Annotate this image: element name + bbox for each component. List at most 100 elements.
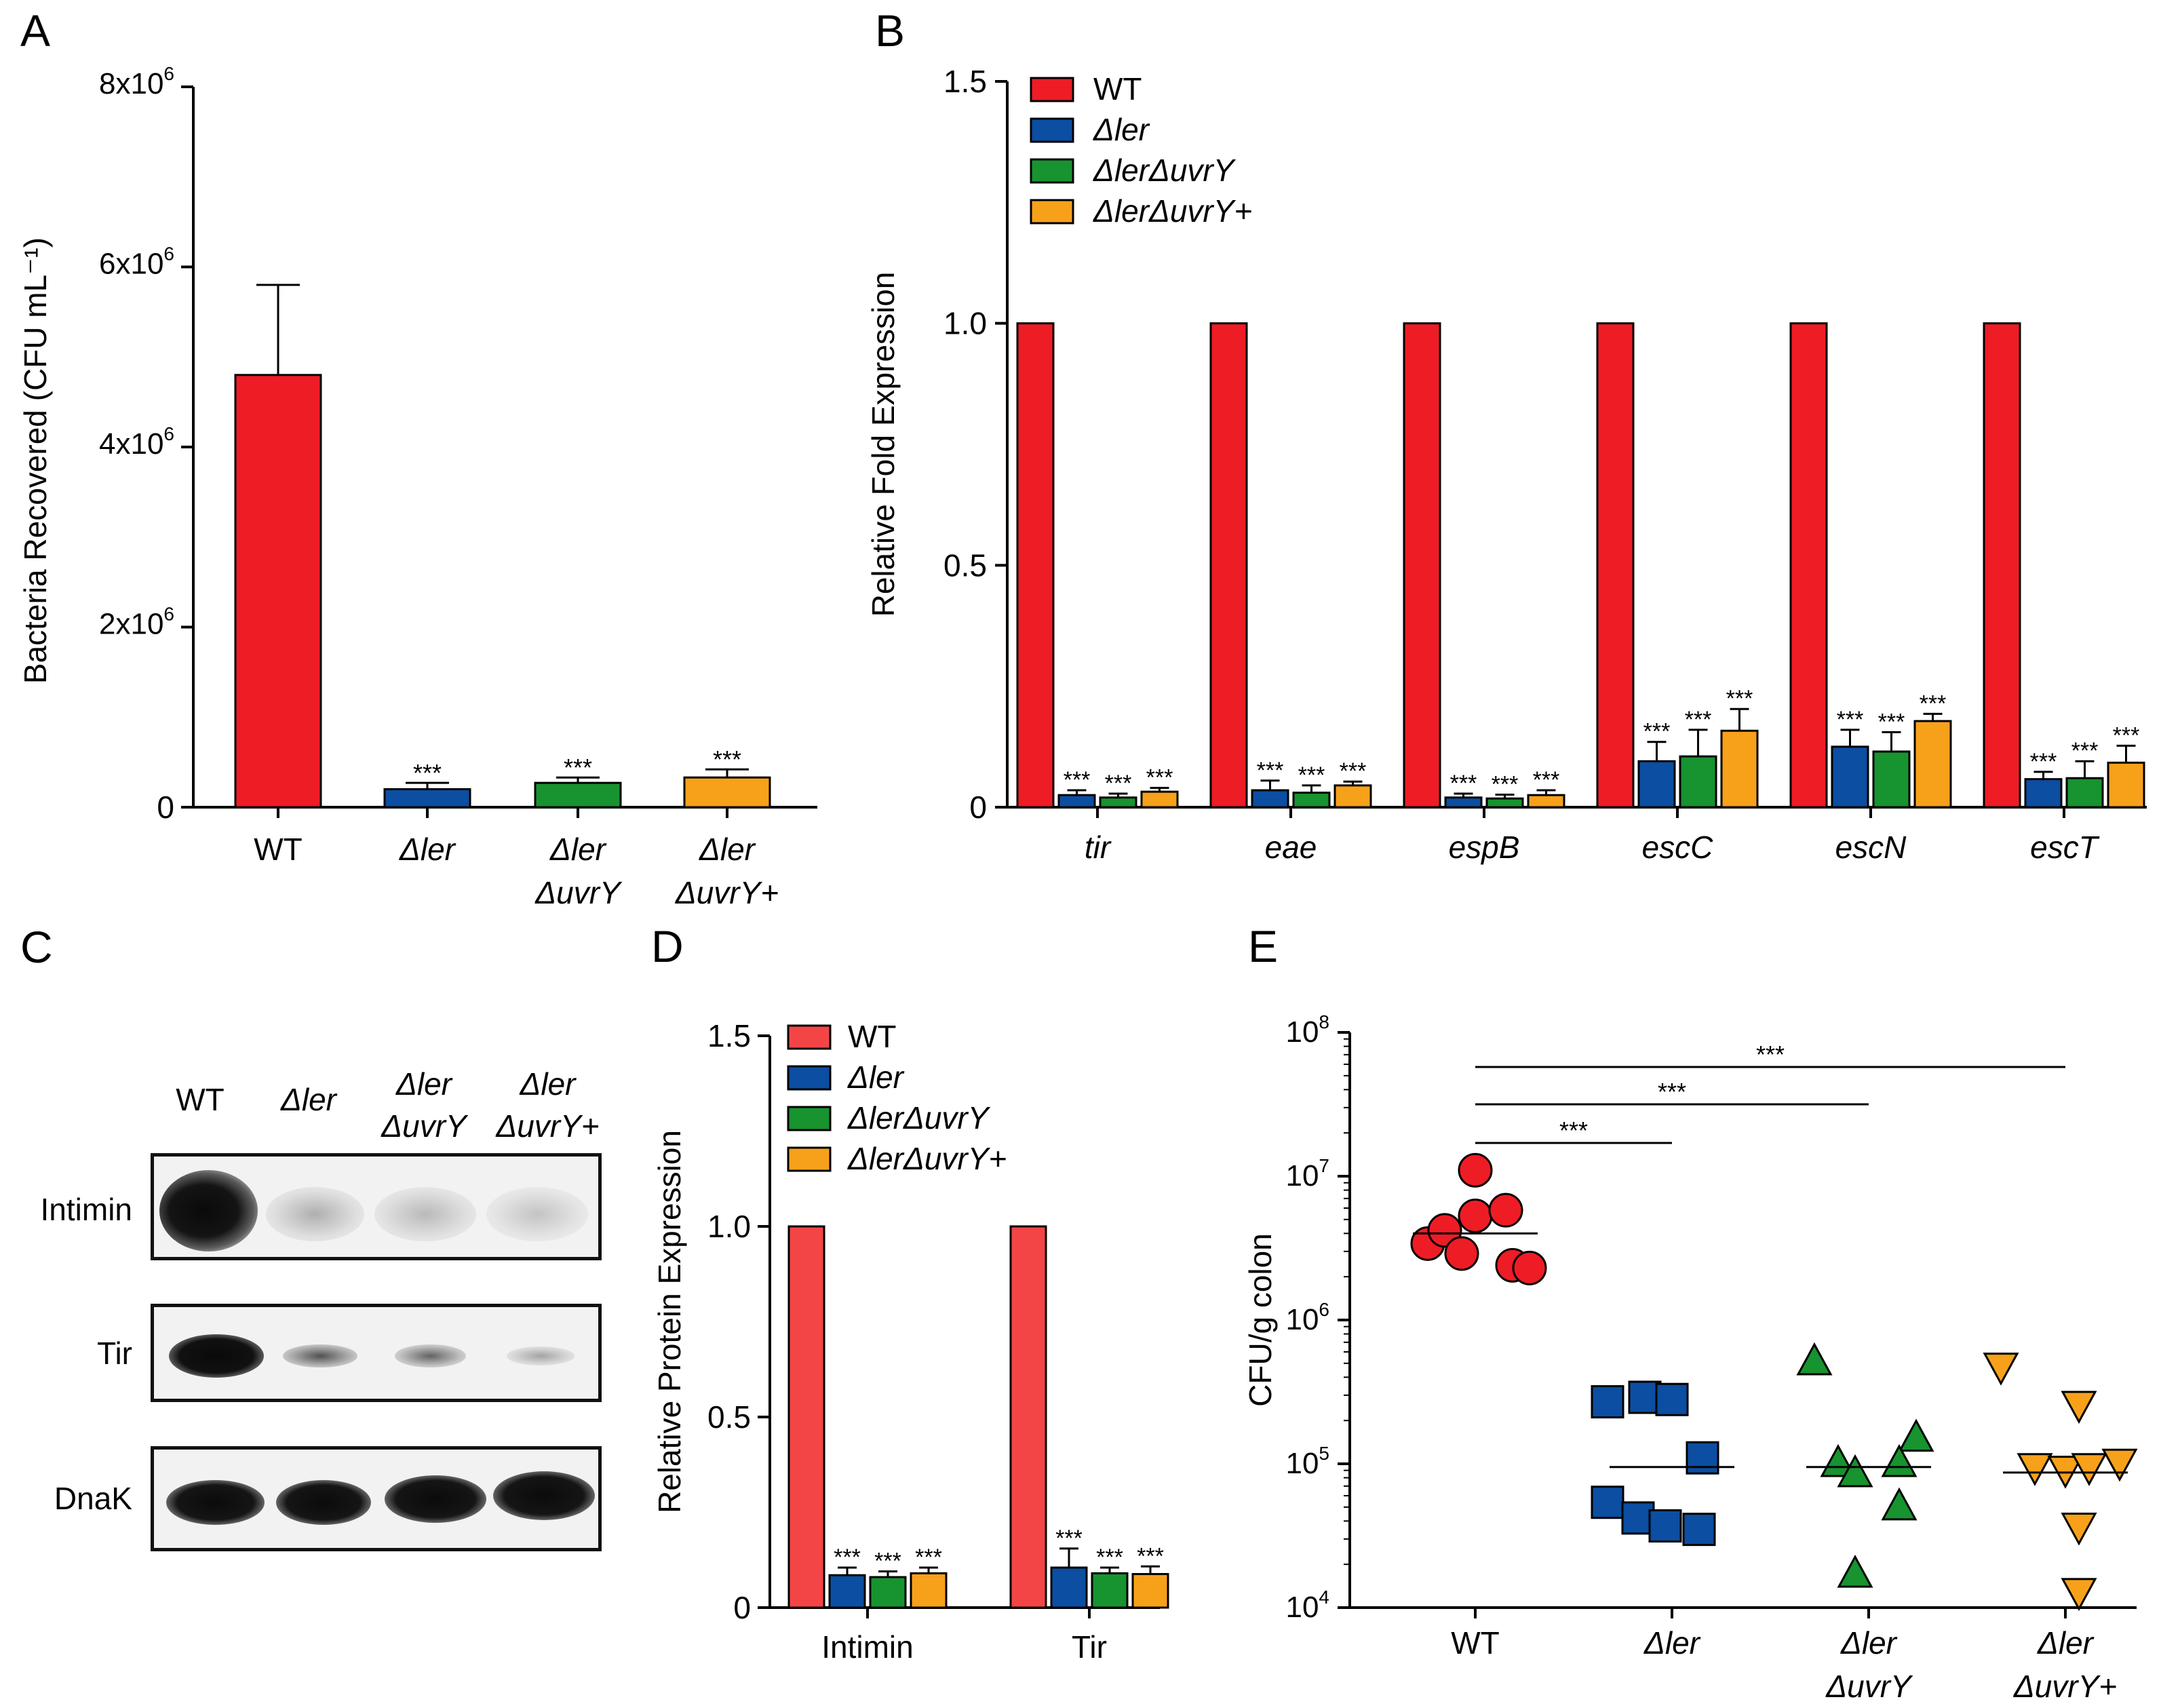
panel-e-point-3-4 [2071, 1453, 2107, 1486]
panel-b-bar-escT-1 [2024, 778, 2063, 809]
panel-b-sig-tir-3: *** [1146, 764, 1173, 790]
panel-b-sig-espB-3: *** [1533, 767, 1560, 793]
panel-e-ytick-label-base-3: 10 [1285, 1159, 1319, 1192]
panel-e-point-1-3 [1686, 1441, 1719, 1475]
panel-d-sig-Intimin-1: *** [834, 1545, 861, 1570]
panel-a-ytick-label-4: 8x106 [99, 63, 174, 100]
panel-d-bar-Tir-0 [1009, 1225, 1047, 1609]
panel-e-ytick-label-2: 106 [1285, 1299, 1329, 1336]
panel-e-xtick-label-3-line1: Δler [2037, 1625, 2095, 1661]
panel-b-sig-escC-2: *** [1685, 707, 1712, 733]
panel-d-ylabel: Relative Protein Expression [652, 1130, 687, 1513]
panel-b-xtick-label-0: tir [1085, 830, 1112, 865]
panel-b-legend-label-1: Δler [1093, 112, 1150, 147]
panel-b-bar-eae-0 [1209, 322, 1248, 809]
band-tir-ler-uvry [395, 1344, 466, 1367]
panel-e-comparison-label-2: *** [1756, 1041, 1785, 1068]
lane-label-wt-text: WT [176, 1082, 225, 1117]
panel-b-legend-swatch-2 [1030, 158, 1074, 184]
panel-b-bar-eae-3 [1334, 784, 1372, 809]
panel-a-ytick-label-2: 4x106 [99, 423, 174, 461]
panel-b-bar-escC-2 [1679, 755, 1717, 809]
panel-e-xtick-label-3-line2: ΔuvrY+ [2013, 1669, 2117, 1704]
panel-e-ytick-label-1: 105 [1285, 1443, 1329, 1480]
panel-a-ytick-label-0: 0 [157, 790, 174, 825]
panel-e-ytick-label-exp-0: 4 [1319, 1587, 1329, 1608]
panel-b-bar-espB-2 [1485, 797, 1524, 809]
panel-e-point-0-7 [1512, 1250, 1547, 1285]
lane-label-ler: Δler [241, 1079, 376, 1121]
panel-b-sig-escN-2: *** [1878, 709, 1905, 735]
panel-e-xtick-label-0-line1: WT [1451, 1625, 1500, 1661]
blot-label-dnak: DnaK [54, 1481, 132, 1516]
lane-label-ler-text: Δler [281, 1082, 336, 1117]
panel-b-bar-eae-2 [1292, 792, 1331, 809]
panel-b-xtick-label-3: escC [1642, 830, 1714, 865]
panel-d-xtick-label-0: Intimin [821, 1629, 913, 1665]
band-intimin-ler-uvry-plus [486, 1187, 588, 1241]
panel-e-point-2-1 [1898, 1418, 1934, 1452]
panel-a-sig-3: *** [713, 745, 741, 773]
panel-d-bar-Intimin-2 [869, 1576, 907, 1609]
panel-d-bar-Tir-3 [1131, 1573, 1169, 1609]
panel-e-point-3-7 [2061, 1578, 2097, 1611]
panel-a-ytick-label-3: 6x106 [99, 244, 174, 281]
panel-e-point-0-5 [1488, 1192, 1523, 1228]
panel-b-sig-eae-3: *** [1340, 758, 1367, 784]
band-dnak-ler [276, 1480, 371, 1525]
panel-a-ytick-label-1: 2x106 [99, 604, 174, 641]
panel-b-ytick-label-1: 0.5 [943, 547, 987, 583]
panel-b-sig-escN-1: *** [1837, 707, 1864, 733]
panel-b-xtick-label-5: escT [2030, 830, 2100, 865]
panel-e-point-1-6 [1648, 1509, 1682, 1543]
panel-e-point-0-4 [1444, 1236, 1479, 1271]
panel-b-bar-escT-0 [1983, 322, 2021, 809]
panel-d-sig-Intimin-3: *** [915, 1545, 942, 1570]
panel-e-point-2-4 [1881, 1443, 1918, 1477]
panel-e-point-3-6 [2061, 1513, 2097, 1546]
panel-e-xtick-label-2-line1: Δler [1840, 1625, 1898, 1661]
blot-dnak [151, 1446, 602, 1551]
panel-e-ytick-label-4: 108 [1285, 1011, 1329, 1049]
panel-b-legend-swatch-0 [1030, 77, 1074, 102]
panel-b-sig-eae-1: *** [1257, 758, 1284, 783]
panel-d-sig-Tir-2: *** [1096, 1545, 1123, 1570]
panel-a-xtick-label-2-line1: Δler [549, 832, 607, 867]
panel-e-point-3-5 [2101, 1448, 2138, 1482]
lane-label-ler-uvry-line1: Δler [396, 1066, 452, 1102]
panel-a-ytick-label-exp-3: 6 [163, 244, 174, 265]
panel-b-bar-escN-1 [1831, 745, 1869, 809]
panel-a-bar-3 [683, 776, 771, 809]
panel-e-point-2-0 [1796, 1342, 1833, 1376]
panel-d-xtick-label-1: Tir [1072, 1629, 1107, 1665]
panel-b-bar-tir-0 [1016, 322, 1055, 809]
panel-letter-e: E [1248, 921, 1278, 971]
panel-b-sig-espB-2: *** [1492, 771, 1519, 797]
panel-e-ytick-label-base-0: 10 [1285, 1591, 1319, 1624]
panel-a-ytick-label-base-1: 2x10 [99, 608, 163, 641]
panel-b-ylabel: Relative Fold Expression [865, 272, 901, 617]
panel-d-bar-Tir-1 [1050, 1566, 1088, 1609]
panel-d-bar-Tir-2 [1091, 1572, 1129, 1609]
panel-b-bar-espB-0 [1403, 322, 1441, 809]
panel-d-ytick-label-0: 0 [733, 1590, 751, 1625]
panel-b-legend-label-0: WT [1093, 71, 1142, 106]
panel-b-bar-escN-0 [1789, 322, 1828, 809]
panel-a-sig-2: *** [564, 754, 592, 781]
panel-b-sig-escN-3: *** [1920, 691, 1947, 716]
panel-b-sig-escT-1: *** [2030, 749, 2057, 775]
panel-b-bar-escC-0 [1596, 322, 1635, 809]
band-dnak-ler-uvry-plus [493, 1471, 595, 1520]
panel-d-sig-Tir-3: *** [1137, 1543, 1164, 1569]
panel-b-bar-escC-1 [1637, 760, 1676, 809]
panel-b-sig-eae-2: *** [1298, 762, 1325, 788]
panel-e-point-3-2 [2017, 1453, 2053, 1486]
panel-b-bar-escT-3 [2107, 761, 2145, 809]
panel-b-legend-swatch-1 [1030, 117, 1074, 143]
panel-b-chart: 0 0.5 1.0 1.5 Relative Fold Expression *** ***… [865, 64, 2147, 865]
panel-b-ytick-label-2: 1.0 [943, 306, 987, 341]
panel-a-bar-0 [234, 374, 322, 809]
lane-label-ler-uvry-plus-line1: Δler [520, 1066, 576, 1102]
panel-a-ytick-label-exp-4: 6 [163, 63, 174, 84]
panel-b-ytick-label-0: 0 [969, 790, 987, 825]
